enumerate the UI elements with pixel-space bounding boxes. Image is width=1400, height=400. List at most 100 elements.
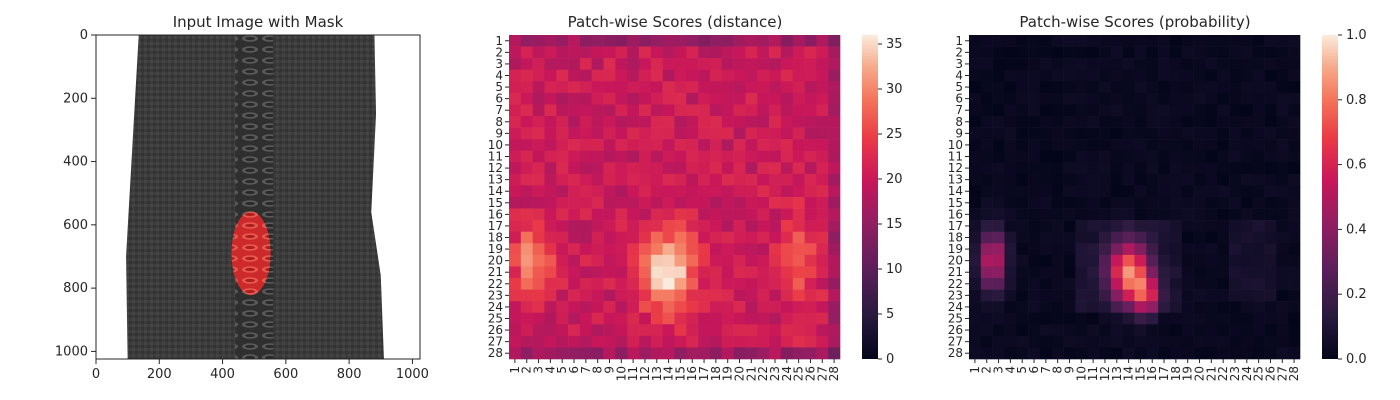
- heatmap-cell: [1146, 104, 1159, 117]
- heatmap-cell: [745, 139, 758, 152]
- y-tick-label: 25: [948, 312, 963, 326]
- heatmap-cell: [579, 266, 593, 279]
- heatmap-cell: [769, 58, 782, 71]
- heatmap-cell: [1028, 92, 1041, 105]
- x-tick-label: 28: [827, 366, 841, 381]
- heatmap-cell: [603, 278, 616, 290]
- heatmap-cell: [1039, 162, 1053, 175]
- heatmap-cell: [780, 208, 794, 221]
- heatmap-cell: [1146, 197, 1159, 209]
- heatmap-cell: [1240, 266, 1254, 279]
- heatmap-cell: [615, 220, 628, 233]
- heatmap-cell: [674, 208, 687, 221]
- heatmap-cell: [1051, 266, 1064, 279]
- heatmap-cell: [1193, 324, 1206, 337]
- x-tick-label: 26: [1263, 366, 1277, 381]
- heatmap-cell: [615, 127, 628, 140]
- heatmap-cell: [674, 127, 687, 140]
- heatmap-cell: [1004, 150, 1017, 163]
- heatmap-cell: [1169, 335, 1183, 348]
- heatmap-cell: [509, 58, 522, 71]
- heatmap-cell: [662, 347, 675, 360]
- heatmap-cell: [721, 69, 734, 82]
- heatmap-cell: [1193, 243, 1206, 256]
- heatmap-cell: [1004, 81, 1017, 94]
- heatmap-cell: [1264, 220, 1277, 233]
- heatmap-cell: [1063, 104, 1076, 117]
- heatmap-cell: [1134, 173, 1147, 186]
- heatmap-cell: [757, 278, 770, 290]
- heatmap-cell: [792, 347, 805, 360]
- heatmap-cell: [1229, 312, 1242, 325]
- heatmap-cell: [1181, 197, 1194, 209]
- heatmap-cell: [1028, 266, 1041, 279]
- heatmap-cell: [828, 46, 841, 59]
- x-tick-label: 9: [602, 366, 616, 374]
- heatmap-cell: [1075, 243, 1088, 256]
- heatmap-cell: [544, 197, 557, 209]
- heatmap-cell: [709, 278, 723, 290]
- heatmap-cell: [520, 46, 533, 59]
- x-tick-label: 16: [1145, 366, 1159, 381]
- heatmap-cell: [627, 220, 640, 233]
- heatmap-cell: [509, 81, 522, 94]
- y-tick-label: 1000: [55, 344, 88, 359]
- y-tick-label: 400: [63, 155, 88, 170]
- heatmap-cell: [1252, 243, 1265, 256]
- heatmap-cell: [1016, 173, 1029, 186]
- x-tick-label: 17: [697, 366, 711, 381]
- heatmap-cell: [1252, 220, 1265, 233]
- heatmap-cell: [745, 104, 758, 117]
- y-tick-label: 4: [495, 69, 503, 83]
- heatmap-cell: [650, 139, 663, 152]
- heatmap-cell: [1288, 289, 1301, 302]
- heatmap-cell: [509, 139, 522, 152]
- heatmap-cell: [1004, 35, 1017, 47]
- heatmap-cell: [1205, 289, 1218, 302]
- heatmap-cell: [1134, 46, 1147, 59]
- heatmap-cell: [1063, 173, 1076, 186]
- heatmap-cell: [757, 312, 770, 325]
- heatmap-cell: [1217, 335, 1230, 348]
- heatmap-cell: [1028, 46, 1041, 59]
- heatmap-cell: [816, 208, 829, 221]
- colorbar-tick-label: 0.4: [1346, 222, 1367, 237]
- heatmap-cell: [1229, 231, 1242, 244]
- heatmap-cell: [1016, 289, 1029, 302]
- heatmap-cell: [1075, 301, 1088, 314]
- heatmap-cell: [1193, 69, 1206, 82]
- heatmap-cell: [792, 266, 805, 279]
- heatmap-cell: [603, 116, 616, 128]
- panel3-x-ticks: 1234567891011121314151617181920212223242…: [968, 359, 1301, 381]
- colorbar-gradient: [862, 35, 878, 359]
- y-tick-label: 14: [488, 184, 503, 198]
- heatmap-cell: [1099, 69, 1112, 82]
- heatmap-cell: [1063, 116, 1076, 128]
- heatmap-cell: [1099, 231, 1112, 244]
- heatmap-cell: [1146, 347, 1159, 360]
- heatmap-cell: [603, 139, 616, 152]
- heatmap-cell: [650, 116, 663, 128]
- heatmap-cell: [674, 289, 687, 302]
- heatmap-cell: [615, 197, 628, 209]
- heatmap-cell: [792, 104, 805, 117]
- x-tick-label: 1: [968, 366, 982, 374]
- y-tick-label: 6: [495, 92, 503, 106]
- heatmap-cell: [1087, 231, 1100, 244]
- heatmap-cell: [686, 58, 699, 71]
- heatmap-cell: [816, 220, 829, 233]
- heatmap-cell: [544, 324, 557, 337]
- heatmap-cell: [1193, 46, 1206, 59]
- heatmap-cell: [509, 150, 522, 163]
- x-tick-label: 13: [650, 366, 664, 381]
- heatmap-cell: [980, 231, 993, 244]
- heatmap-cell: [1063, 46, 1076, 59]
- heatmap-cell: [1110, 301, 1123, 314]
- heatmap-cell: [1110, 69, 1123, 82]
- heatmap-cell: [1217, 35, 1230, 47]
- heatmap-cell: [686, 69, 699, 82]
- heatmap-cell: [1087, 46, 1100, 59]
- heatmap-cell: [520, 335, 533, 348]
- heatmap-cell: [1205, 127, 1218, 140]
